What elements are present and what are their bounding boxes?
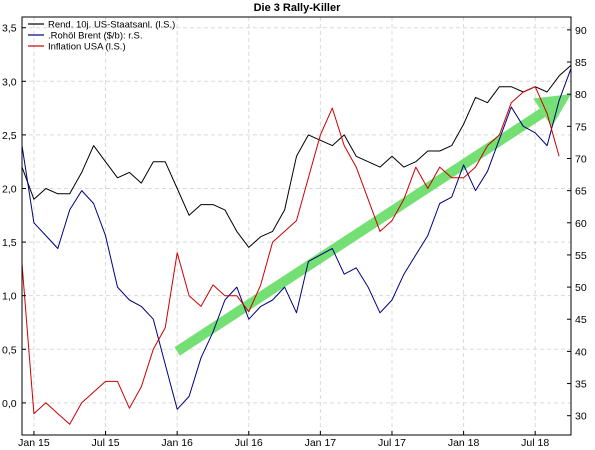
x-tick-label: Jan 15 (18, 437, 50, 449)
x-tick-label: Jan 17 (305, 437, 337, 449)
right-tick-label: 45 (575, 314, 587, 326)
x-tick-label: Jan 18 (448, 437, 480, 449)
left-tick-label: 1,0 (2, 291, 17, 303)
right-tick-label: 30 (575, 411, 587, 423)
right-tick-label: 35 (575, 379, 587, 391)
left-tick-label: 3,0 (2, 76, 17, 88)
trend-arrow-shaft (174, 108, 546, 356)
x-axis: Jan 15 Jul 15 Jan 16 Jul 16 Jan 17 Jul 17 Jan … (18, 431, 549, 449)
right-tick-label: 70 (575, 153, 587, 165)
x-tick-label: Jul 15 (92, 437, 120, 449)
legend-entry: Rend. 10j. US-Staatsanl. (l.S.) (48, 20, 175, 31)
x-tick-label: Jan 16 (161, 437, 193, 449)
left-y-axis: 3,5 3,0 2,5 2,0 1,5 1,0 0,5 0,0 (2, 23, 26, 410)
x-tick-label: Jul 16 (235, 437, 263, 449)
legend: Rend. 10j. US-Staatsanl. (l.S.).Rohöl Br… (28, 20, 175, 53)
x-tick-label: Jul 17 (378, 437, 406, 449)
right-tick-label: 80 (575, 89, 587, 101)
left-tick-label: 0,0 (2, 398, 17, 410)
series-line-2 (21, 68, 572, 410)
left-tick-label: 2,5 (2, 130, 17, 142)
chart-title: Die 3 Rally-Killer (254, 2, 342, 14)
right-tick-label: 40 (575, 346, 587, 358)
series-line-1 (21, 64, 572, 248)
legend-entry: .Rohöl Brent ($/b): r.S. (48, 31, 143, 42)
left-tick-label: 1,5 (2, 237, 17, 249)
right-tick-label: 60 (575, 218, 587, 230)
left-tick-label: 2,0 (2, 183, 17, 195)
right-tick-label: 75 (575, 121, 587, 133)
legend-entry: Inflation USA (l.S.) (48, 42, 126, 53)
plot-frame (21, 16, 572, 436)
right-tick-label: 55 (575, 250, 587, 262)
right-tick-label: 85 (575, 57, 587, 69)
series-lines (21, 64, 572, 425)
series-line-3 (21, 86, 560, 425)
right-tick-label: 90 (575, 25, 587, 37)
right-tick-label: 65 (575, 186, 587, 198)
x-tick-label: Jul 18 (521, 437, 549, 449)
left-tick-label: 3,5 (2, 23, 17, 35)
right-tick-label: 50 (575, 282, 587, 294)
gridlines (22, 17, 571, 435)
right-y-axis: 90 85 80 75 70 65 60 55 50 45 40 35 30 (567, 25, 587, 423)
left-tick-label: 0,5 (2, 344, 17, 356)
